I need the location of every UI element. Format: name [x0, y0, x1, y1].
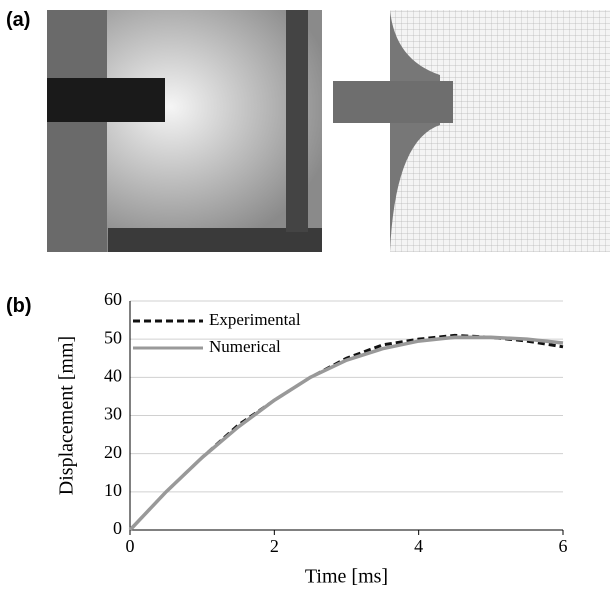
y-tick-label: 40 — [104, 365, 122, 385]
y-tick-label: 60 — [104, 289, 122, 309]
series-line — [128, 333, 564, 532]
photo — [47, 10, 322, 252]
y-tick-label: 20 — [104, 442, 122, 462]
legend-label: Experimental — [209, 310, 301, 329]
x-tick-label: 2 — [270, 536, 279, 556]
x-tick-label: 0 — [126, 536, 135, 556]
y-tick-label: 10 — [104, 480, 122, 500]
y-tick-label: 30 — [104, 404, 122, 424]
x-tick-label: 6 — [559, 536, 568, 556]
series-line — [128, 335, 564, 532]
y-tick-label: 0 — [113, 518, 122, 538]
chart: 0 10 20 30 40 50 60 0 2 4 6 Time [ms] Displacement [… — [56, 289, 568, 587]
mesh-image — [333, 10, 610, 252]
x-axis-label: Time [ms] — [305, 566, 388, 588]
legend-label: Numerical — [209, 337, 281, 356]
panel-label: (a) — [6, 9, 30, 31]
panel-label: (b) — [6, 295, 32, 317]
y-tick-label: 50 — [104, 327, 122, 347]
x-tick-label: 4 — [414, 536, 423, 556]
y-axis-label: Displacement [mm] — [56, 336, 78, 495]
